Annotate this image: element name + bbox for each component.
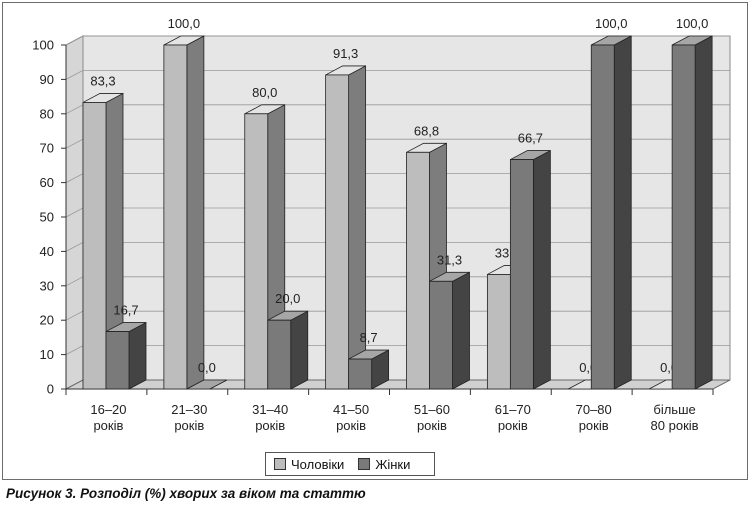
bar-male [82, 102, 107, 390]
bar-female [105, 331, 130, 390]
bar-female [590, 44, 615, 390]
bar-female [348, 358, 373, 390]
y-tick-label: 20 [40, 313, 54, 328]
bar-female [671, 44, 696, 390]
data-label-female: 20,0 [275, 291, 300, 306]
legend-swatch-male [274, 458, 286, 470]
data-label-male: 80,0 [252, 85, 277, 100]
data-label-female: 0,0 [198, 360, 216, 375]
x-tick-label: років [336, 418, 366, 433]
bar-male [163, 44, 188, 390]
bar-female-side [532, 149, 551, 390]
bar-male [406, 151, 430, 390]
y-tick-label: 60 [40, 175, 54, 190]
data-label-male: 83,3 [90, 73, 115, 88]
x-tick-label: 51–60 [414, 402, 450, 417]
bar-female [509, 159, 534, 390]
x-tick-label: років [579, 418, 609, 433]
y-tick-label: 0 [47, 382, 54, 397]
bar-female-side [290, 310, 309, 390]
bar-female-side [613, 35, 632, 390]
bar-chart: 010203040506070809010016–20років21–30рок… [32, 16, 731, 433]
y-tick-label: 50 [40, 210, 54, 225]
bar-male-side [186, 35, 205, 390]
bar-male [244, 113, 269, 390]
bar-female-top [186, 379, 228, 390]
y-tick-label: 30 [40, 278, 54, 293]
data-label-male: 100,0 [168, 16, 201, 31]
legend-item-female: Жінки [358, 457, 410, 472]
data-label-male: 68,8 [414, 123, 439, 138]
x-tick-label: років [174, 418, 204, 433]
bar-female-side [694, 35, 713, 390]
data-label-female: 8,7 [360, 330, 378, 345]
x-tick-label: років [498, 418, 528, 433]
data-label-female: 31,3 [437, 252, 462, 267]
data-label-female: 16,7 [113, 303, 138, 318]
legend-item-male: Чоловіки [274, 457, 344, 472]
x-tick-label: років [255, 418, 285, 433]
x-tick-label: 70–80 [576, 402, 612, 417]
legend-swatch-female [358, 458, 371, 470]
x-tick-label: більше [653, 402, 695, 417]
y-tick-label: 100 [32, 38, 54, 53]
figure-caption: Рисунок 3. Розподіл (%) хворих за віком … [6, 486, 366, 501]
x-tick-label: 80 років [651, 418, 699, 433]
bar-female [267, 319, 292, 390]
legend-label-male: Чоловіки [291, 456, 345, 472]
bar-female-side [128, 321, 147, 390]
data-label-female: 100,0 [595, 16, 628, 31]
x-tick-label: 41–50 [333, 402, 369, 417]
x-tick-label: років [93, 418, 123, 433]
bar-female [429, 280, 453, 390]
y-tick-label: 70 [40, 141, 54, 156]
gridline [65, 35, 730, 46]
x-tick-label: 31–40 [252, 402, 288, 417]
x-tick-label: 61–70 [495, 402, 531, 417]
gridline [65, 70, 730, 80]
data-label-male: 91,3 [333, 46, 358, 61]
legend-label-female: Жінки [375, 456, 411, 472]
y-tick-label: 10 [40, 347, 54, 362]
x-tick-label: 21–30 [171, 402, 207, 417]
bar-male [325, 74, 350, 390]
data-label-female: 66,7 [518, 131, 543, 146]
legend: Чоловіки Жінки [265, 452, 435, 476]
x-tick-label: 16–20 [90, 402, 126, 417]
bar-male [486, 274, 511, 390]
y-tick-label: 90 [40, 72, 54, 87]
y-tick-label: 40 [40, 244, 54, 259]
data-label-female: 100,0 [676, 16, 709, 31]
x-tick-label: років [417, 418, 447, 433]
bar-female-side [452, 271, 470, 390]
y-tick-label: 80 [40, 106, 54, 121]
